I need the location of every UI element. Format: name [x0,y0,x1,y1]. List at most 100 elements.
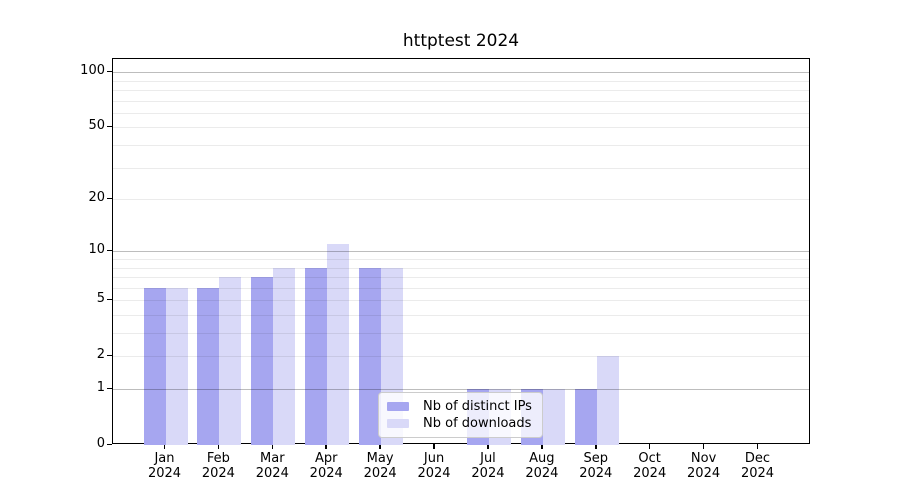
bar-nb-of-distinct-ips-sep [574,389,597,445]
x-tick-label-jun: Jun 2024 [394,451,474,481]
x-tick-month: Nov [690,451,717,466]
x-tick-label-oct: Oct 2024 [610,451,690,481]
bar-nb-of-downloads-feb [219,277,242,445]
legend-swatch-distinct-ips [387,402,409,411]
y-tick-mark-2 [107,354,112,357]
y-tick-mark-5 [107,298,112,301]
gridline-minor-50 [113,127,809,129]
bar-nb-of-distinct-ips-apr [305,267,328,445]
gridline-minor-60 [113,112,809,114]
gridline-minor-6 [113,287,809,289]
plot-area [112,58,810,445]
gridline-minor-9 [113,259,809,261]
gridline-minor-20 [113,199,809,201]
y-tick-label-50: 50 [88,118,105,134]
gridline-minor-70 [113,100,809,102]
x-tick-label-jul: Jul 2024 [448,451,528,481]
bar-nb-of-downloads-aug [542,389,565,445]
x-tick-year: 2024 [309,466,343,481]
x-tick-mark-mar [271,444,274,449]
x-tick-mark-jul [487,444,489,449]
legend-item-downloads: Nb of downloads [387,415,532,432]
x-tick-mark-dec [756,444,759,449]
x-tick-month: Dec [744,451,771,466]
y-tick-mark-20 [107,197,112,200]
x-tick-month: Jan [154,451,175,466]
x-tick-mark-apr [325,444,327,449]
x-tick-month: Sep [583,451,609,466]
bar-nb-of-distinct-ips-feb [197,287,220,445]
gridline-minor-30 [113,167,809,169]
x-tick-year: 2024 [255,466,289,481]
x-tick-label-feb: Feb 2024 [178,451,258,481]
x-tick-month: Apr [314,451,338,466]
x-tick-year: 2024 [147,466,182,481]
x-tick-mark-jan [163,444,166,449]
x-tick-label-sep: Sep 2024 [556,451,636,481]
x-tick-month: Jul [480,451,496,466]
legend-item-distinct-ips: Nb of distinct IPs [387,398,532,415]
x-tick-label-may: May 2024 [340,451,420,481]
gridline-minor-3 [113,333,809,335]
x-tick-year: 2024 [471,466,505,481]
legend: Nb of distinct IPs Nb of downloads [378,392,543,438]
x-tick-label-apr: Apr 2024 [286,451,366,481]
x-tick-year: 2024 [363,466,397,481]
y-tick-mark-50 [107,125,112,128]
x-tick-month: Oct [638,451,661,466]
bar-nb-of-distinct-ips-may [359,267,382,445]
bar-nb-of-downloads-mar [273,267,296,445]
gridline-major-100 [113,72,809,74]
x-tick-label-jan: Jan 2024 [125,451,205,481]
legend-swatch-downloads [387,419,409,428]
x-tick-mark-feb [217,444,220,449]
bar-nb-of-downloads-jan [165,287,188,445]
x-tick-month: May [366,451,394,466]
chart-title: httptest 2024 [402,31,520,51]
x-tick-mark-nov [702,444,705,449]
x-tick-year: 2024 [525,466,559,481]
y-tick-mark-100 [107,70,112,73]
gridline-minor-5 [113,300,809,302]
x-tick-year: 2024 [201,466,235,481]
bar-nb-of-distinct-ips-jan [143,287,166,445]
x-tick-month: Jun [423,451,445,466]
bar-nb-of-distinct-ips-mar [251,277,274,445]
gridline-minor-8 [113,267,809,269]
gridline-minor-2 [113,356,809,358]
x-tick-mark-may [379,444,381,449]
x-tick-label-aug: Aug 2024 [502,451,582,481]
legend-label-downloads: Nb of downloads [423,416,532,431]
x-tick-mark-jun [433,444,435,449]
x-tick-month: Aug [529,451,555,466]
y-tick-label-10: 10 [88,242,105,258]
gridline-minor-40 [113,145,809,147]
y-tick-label-1: 1 [96,380,105,396]
x-tick-year: 2024 [633,466,667,481]
gridline-minor-90 [113,80,809,82]
y-tick-mark-1 [107,387,112,390]
y-tick-label-100: 100 [80,63,105,79]
x-tick-year: 2024 [740,466,775,481]
x-tick-label-dec: Dec 2024 [718,451,798,481]
gridline-minor-7 [113,277,809,279]
x-tick-mark-oct [648,444,651,449]
y-tick-label-5: 5 [96,291,105,307]
y-tick-label-20: 20 [88,190,105,206]
x-tick-label-nov: Nov 2024 [664,451,744,481]
x-tick-label-mar: Mar 2024 [232,451,312,481]
x-tick-year: 2024 [417,466,451,481]
x-tick-month: Feb [206,451,230,466]
gridline-major-1 [113,389,809,391]
x-tick-month: Mar [260,451,285,466]
y-tick-label-0: 0 [96,436,105,451]
x-tick-year: 2024 [579,466,613,481]
bar-nb-of-downloads-apr [327,244,350,445]
x-tick-mark-sep [595,444,597,449]
y-tick-mark-10 [107,249,112,252]
x-tick-year: 2024 [687,466,721,481]
gridline-minor-80 [113,90,809,92]
y-tick-label-2: 2 [96,347,105,363]
gridline-minor-4 [113,315,809,316]
